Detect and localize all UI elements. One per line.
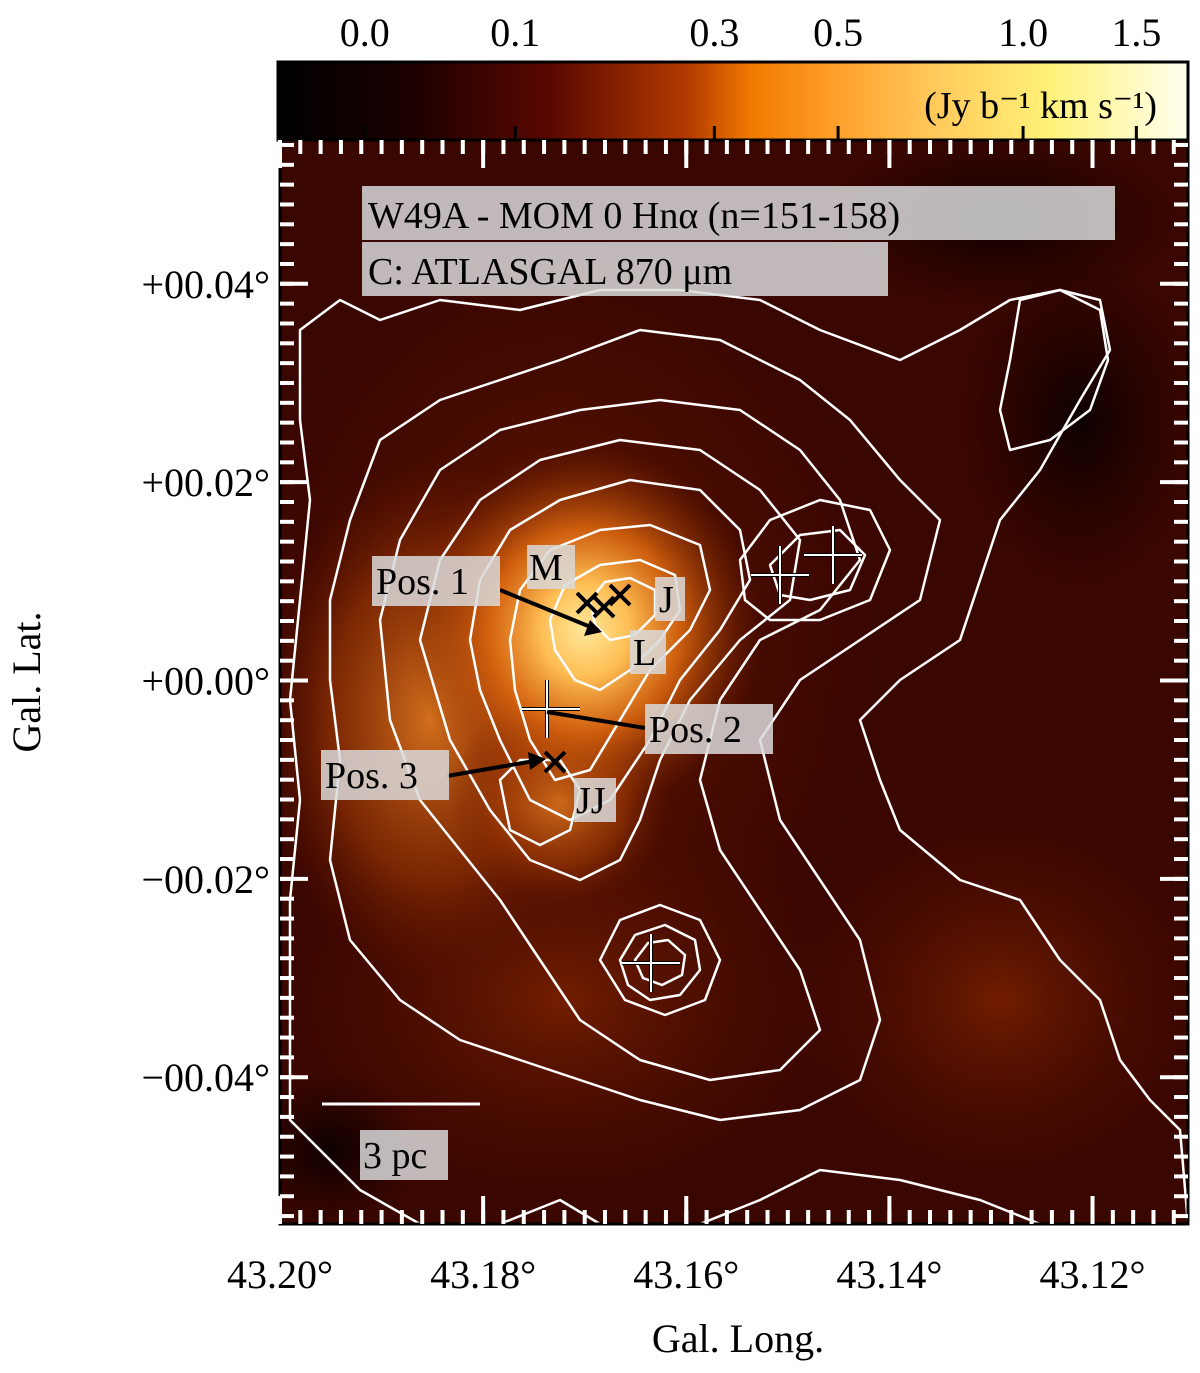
marker-plus-4-outline [622, 934, 680, 992]
dark-region-sw [280, 1070, 420, 1224]
pos-1-box [372, 556, 500, 606]
pointer-pos-3 [446, 758, 541, 778]
label-j-box [655, 577, 685, 621]
dark-region-ne [960, 250, 1188, 590]
marker-plus-1-outline [522, 680, 580, 738]
contour-east-1 [738, 498, 892, 622]
colorbar-gradient [276, 60, 1190, 142]
contours [288, 288, 1188, 1224]
chart-title: W49A - MOM 0 Hnα (n=151-158) [368, 195, 900, 237]
axis-ticks [278, 140, 1188, 1224]
label-m: M [529, 547, 563, 589]
marker-plus-2-outline [751, 546, 809, 604]
label-l-box [630, 630, 666, 674]
label-l: L [633, 632, 656, 674]
y-tick-labels: +00.04° +00.02° +00.00° −00.02° −00.04° [141, 262, 270, 1100]
marker-l [592, 595, 616, 619]
contour-east-2 [768, 528, 867, 602]
pos-1-label: Pos. 1 [376, 561, 469, 603]
x-tick-label-3: 43.14° [836, 1252, 942, 1297]
contour-south-2 [618, 923, 702, 1002]
contour-level-7 [548, 558, 682, 692]
pointer-pos-3-head [528, 752, 546, 770]
x-tick-label-1: 43.18° [430, 1252, 536, 1297]
y-tick-label-1: +00.02° [141, 460, 270, 505]
marker-plus-3-outline [804, 526, 862, 584]
y-tick-label-2: +00.00° [141, 659, 270, 704]
colorbar-ticks: 0.0 0.1 0.3 0.5 1.0 1.5 [340, 10, 1161, 140]
pointer-pos-1-head [584, 620, 602, 636]
map-image: W49A - MOM 0 Hnα (n=151-158) C: ATLASGAL… [280, 140, 1188, 1224]
label-m-box [527, 545, 575, 589]
pos-2-label: Pos. 2 [649, 709, 742, 751]
contour-level-4 [418, 438, 802, 882]
scale-bar-label: 3 pc [363, 1135, 427, 1177]
colorbar-tick-label-5: 1.5 [1111, 10, 1161, 55]
contour-ne-blob [998, 288, 1110, 452]
position-pointers [446, 588, 646, 778]
source-markers-white [522, 526, 862, 992]
colorbar-tick-label-2: 0.3 [689, 10, 739, 55]
colorbar-tick-label-0: 0.0 [340, 10, 390, 55]
pointer-pos-2 [546, 710, 646, 730]
contour-level-1 [288, 288, 1188, 1224]
y-tick-label-4: −00.04° [141, 1055, 270, 1100]
colorbar: 0.0 0.1 0.3 0.5 1.0 1.5 (Jy b⁻¹ km s⁻¹) [276, 10, 1190, 142]
marker-jj [543, 750, 567, 774]
colorbar-tick-label-3: 0.5 [813, 10, 863, 55]
contour-south-1 [598, 903, 722, 1017]
y-tick-label-0: +00.04° [141, 262, 270, 307]
colorbar-label: (Jy b⁻¹ km s⁻¹) [924, 85, 1157, 127]
chart-subtitle: C: ATLASGAL 870 μm [368, 251, 732, 293]
title-box [362, 186, 1115, 240]
colorbar-tick-label-1: 0.1 [490, 10, 540, 55]
x-tick-label-2: 43.16° [633, 1252, 739, 1297]
y-axis-title: Gal. Lat. [4, 611, 49, 752]
x-tick-label-4: 43.12° [1040, 1252, 1146, 1297]
pos-3-box [321, 750, 449, 800]
contour-level-3 [378, 398, 862, 1082]
emission-east [780, 800, 1188, 1200]
label-j: J [659, 579, 674, 621]
colorbar-tick-label-4: 1.0 [998, 10, 1048, 55]
pos-2-box [645, 704, 773, 754]
contour-level-5 [468, 478, 752, 822]
marker-j [608, 583, 632, 607]
x-tick-label-0: 43.20° [227, 1252, 333, 1297]
label-jj: JJ [576, 780, 606, 822]
x-tick-labels: 43.20° 43.18° 43.16° 43.14° 43.12° [227, 1252, 1146, 1297]
pos-3-label: Pos. 3 [325, 755, 418, 797]
contour-level-2 [328, 328, 942, 1122]
scale-bar-box [360, 1130, 448, 1180]
contour-level-6 [508, 523, 712, 782]
x-axis-title: Gal. Long. [652, 1316, 824, 1361]
subtitle-box [362, 242, 888, 296]
pointer-pos-1 [499, 588, 599, 632]
label-jj-box [574, 778, 616, 822]
y-tick-label-3: −00.02° [141, 857, 270, 902]
marker-m [575, 591, 599, 615]
